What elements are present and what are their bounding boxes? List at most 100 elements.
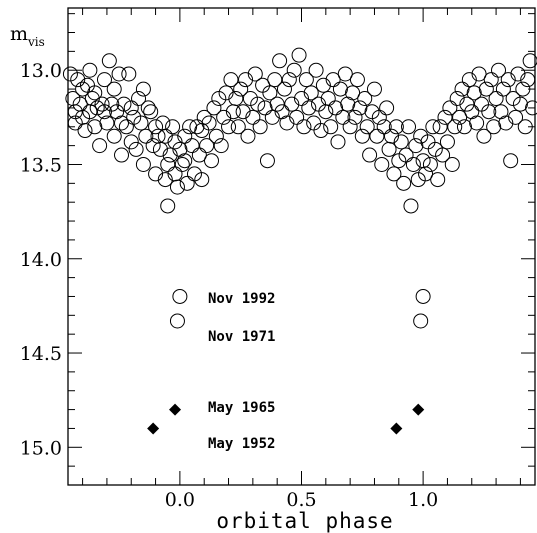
data-point-circle: [525, 100, 537, 116]
data-point-circle: [145, 138, 161, 154]
data-point-circle: [177, 153, 193, 169]
data-points: [62, 47, 537, 435]
data-point-circle: [374, 156, 390, 172]
data-point-circle: [430, 172, 446, 188]
data-point-circle: [262, 85, 278, 101]
data-point-circle: [335, 109, 351, 125]
data-point-circle: [281, 72, 297, 88]
data-point-circle: [323, 119, 339, 135]
data-point-circle: [459, 96, 475, 112]
data-point-circle: [422, 156, 438, 172]
data-point-circle: [196, 109, 212, 125]
data-point-circle: [461, 72, 477, 88]
data-point-circle: [152, 141, 168, 157]
data-point-circle: [238, 72, 254, 88]
axis-ticks: [68, 8, 535, 486]
data-point-circle: [340, 96, 356, 112]
legend-label: Nov 1992: [208, 291, 275, 307]
data-point-circle: [157, 128, 173, 144]
data-point-circle: [182, 119, 198, 135]
data-point-circle: [437, 109, 453, 125]
data-point-circle: [140, 100, 156, 116]
data-point-circle: [228, 90, 244, 106]
data-point-circle: [223, 72, 239, 88]
x-tick-label: 1.0: [408, 489, 438, 511]
data-point-circle: [481, 104, 497, 120]
data-point-circle: [415, 288, 431, 304]
data-point-diamond: [169, 403, 182, 416]
data-point-circle: [352, 100, 368, 116]
data-point-circle: [369, 128, 385, 144]
data-point-circle: [332, 81, 348, 97]
data-point-circle: [269, 96, 285, 112]
data-point-circle: [296, 119, 312, 135]
data-point-circle: [393, 134, 409, 150]
data-point-circle: [466, 85, 482, 101]
data-point-circle: [169, 313, 185, 329]
data-point-circle: [503, 153, 519, 169]
data-point-circle: [216, 109, 232, 125]
y-tick-label: 13.0: [20, 60, 62, 82]
y-tick-label: 14.0: [20, 249, 62, 271]
data-point-circle: [247, 66, 263, 82]
data-point-circle: [354, 128, 370, 144]
data-point-circle: [512, 96, 528, 112]
y-axis-title: mvis: [10, 23, 45, 49]
data-point-circle: [306, 115, 322, 131]
data-point-circle: [303, 85, 319, 101]
data-point-circle: [101, 53, 117, 69]
data-point-circle: [510, 66, 526, 82]
data-point-circle: [432, 119, 448, 135]
data-point-circle: [362, 147, 378, 163]
data-point-circle: [435, 147, 451, 163]
y-axis-title-main: m: [10, 23, 28, 45]
data-point-circle: [478, 81, 494, 97]
y-tick-label: 15.0: [20, 437, 62, 459]
data-point-circle: [174, 156, 190, 172]
data-point-circle: [398, 147, 414, 163]
data-point-circle: [517, 119, 533, 135]
data-point-circle: [383, 128, 399, 144]
data-point-circle: [522, 53, 537, 69]
data-point-circle: [449, 90, 465, 106]
data-point-circle: [87, 85, 103, 101]
data-point-circle: [252, 119, 268, 135]
data-point-circle: [77, 123, 93, 139]
data-point-circle: [111, 66, 127, 82]
legend-label: May 1952: [208, 436, 275, 452]
data-point-circle: [515, 81, 531, 97]
data-point-circle: [328, 100, 344, 116]
data-point-circle: [447, 119, 463, 135]
data-point-circle: [96, 72, 112, 88]
data-point-circle: [104, 96, 120, 112]
data-point-circle: [128, 141, 144, 157]
data-point-circle: [157, 172, 173, 188]
data-point-circle: [264, 109, 280, 125]
data-point-circle: [94, 96, 110, 112]
data-point-circle: [148, 119, 164, 135]
data-point-circle: [371, 109, 387, 125]
data-point-circle: [289, 109, 305, 125]
data-point-circle: [257, 100, 273, 116]
data-point-circle: [359, 119, 375, 135]
data-point-circle: [121, 66, 137, 82]
data-point-circle: [259, 153, 275, 169]
data-point-circle: [396, 175, 412, 191]
data-point-circle: [345, 85, 361, 101]
data-point-circle: [272, 53, 288, 69]
data-point-circle: [143, 104, 159, 120]
data-point-circle: [167, 134, 183, 150]
data-point-circle: [508, 109, 524, 125]
data-point-circle: [284, 96, 300, 112]
data-point-circle: [160, 198, 176, 214]
data-point-circle: [320, 90, 336, 106]
data-point-circle: [286, 62, 302, 78]
data-point-circle: [313, 123, 329, 139]
data-point-circle: [388, 119, 404, 135]
data-point-circle: [486, 119, 502, 135]
data-point-circle: [208, 128, 224, 144]
data-point-circle: [92, 138, 108, 154]
data-point-circle: [194, 123, 210, 139]
data-point-circle: [464, 104, 480, 120]
